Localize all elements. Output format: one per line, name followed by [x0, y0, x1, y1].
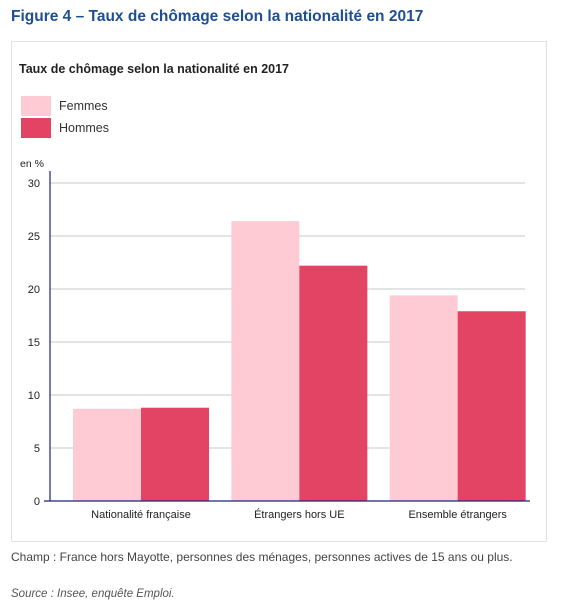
chart-note: Champ : France hors Mayotte, personnes d… — [11, 550, 513, 564]
x-category-label-3: Ensemble étrangers — [408, 509, 507, 521]
bar-femmes-1 — [73, 408, 141, 501]
figure-title: Figure 4 – Taux de chômage selon la nati… — [11, 8, 424, 25]
y-tick-label-0: 0 — [34, 496, 40, 508]
chart-title: Taux de chômage selon la nationalité en … — [19, 62, 289, 76]
y-axis-unit-label: en % — [20, 158, 44, 170]
bar-hommes-2 — [299, 265, 368, 501]
chart-container: Taux de chômage selon la nationalité en … — [11, 41, 547, 542]
bar-hommes-3 — [457, 311, 526, 501]
legend-item-hommes: Hommes — [21, 118, 109, 138]
bar-femmes-3 — [389, 295, 458, 501]
x-category-label-1: Nationalité française — [91, 509, 191, 521]
bar-chart-plot: 0 5 10 15 20 25 30 en % Nationalité française Étr… — [20, 158, 530, 521]
y-tick-label-5: 5 — [34, 443, 40, 455]
bar-femmes-2 — [231, 221, 300, 501]
y-tick-label-20: 20 — [28, 284, 40, 296]
y-tick-label-15: 15 — [28, 337, 40, 349]
legend-swatch-hommes — [21, 118, 51, 138]
y-tick-label-10: 10 — [28, 390, 40, 402]
y-tick-label-25: 25 — [28, 231, 40, 243]
legend-label-hommes: Hommes — [59, 121, 110, 135]
legend-swatch-femmes — [21, 96, 51, 116]
chart-legend: Femmes Hommes — [21, 96, 109, 140]
chart-source: Source : Insee, enquête Emploi. — [11, 588, 175, 600]
legend-label-femmes: Femmes — [59, 99, 108, 113]
legend-item-femmes: Femmes — [21, 96, 109, 116]
bar-hommes-1 — [141, 407, 209, 501]
y-tick-label-30: 30 — [28, 178, 40, 190]
x-category-label-2: Étrangers hors UE — [254, 508, 344, 521]
